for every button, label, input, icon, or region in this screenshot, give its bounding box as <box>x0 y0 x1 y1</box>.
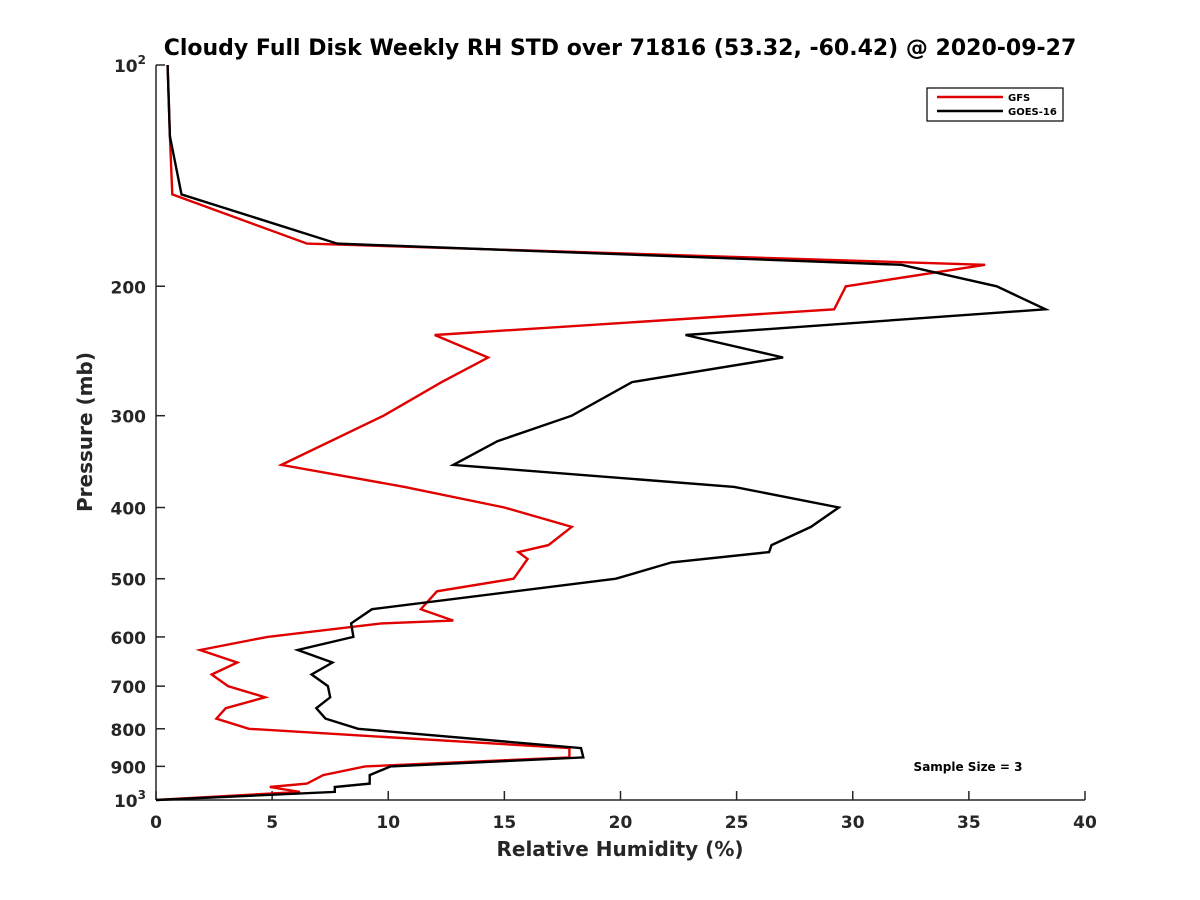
y-tick-label: 102 <box>114 53 146 77</box>
x-axis-label: Relative Humidity (%) <box>496 837 743 861</box>
x-tick-label: 0 <box>150 813 162 833</box>
y-tick-label: 400 <box>111 500 147 520</box>
y-tick-label: 600 <box>111 629 147 649</box>
legend-label: GOES-16 <box>1008 107 1057 118</box>
series-layer <box>155 64 1051 802</box>
legend-box <box>926 87 1064 122</box>
sample-size-annotation: Sample Size = 3 <box>914 760 1023 774</box>
x-tick-label: 15 <box>493 813 517 833</box>
series-line-gfs <box>155 64 986 802</box>
legend-label: GFS <box>1008 93 1030 104</box>
x-tick-label: 5 <box>266 813 278 833</box>
y-tick-label: 900 <box>111 758 147 778</box>
y-tick-label: 200 <box>111 278 147 298</box>
y-tick-label: 800 <box>111 721 147 741</box>
x-ticks: 0 5 10 15 20 25 30 35 40 <box>150 791 1097 833</box>
x-tick-label: 40 <box>1073 813 1097 833</box>
x-tick-label: 10 <box>376 813 400 833</box>
y-axis-label: Pressure (mb) <box>73 352 97 512</box>
x-tick-label: 20 <box>609 813 633 833</box>
y-tick-label: 700 <box>111 678 147 698</box>
y-tick-label: 500 <box>111 571 147 591</box>
plot-area: 0 5 10 15 20 25 30 35 40 102 200 300 400 500 600 700 80… <box>111 53 1097 833</box>
series-line-goes-16 <box>155 64 1051 802</box>
y-ticks: 102 200 300 400 500 600 700 800 900 103 <box>111 53 165 812</box>
x-tick-label: 35 <box>957 813 981 833</box>
x-tick-label: 25 <box>725 813 749 833</box>
y-tick-label: 300 <box>111 408 147 428</box>
x-tick-label: 30 <box>841 813 865 833</box>
legend: GFS GOES-16 <box>926 87 1064 122</box>
chart-title: Cloudy Full Disk Weekly RH STD over 7181… <box>164 36 1077 61</box>
legend-entries: GFS GOES-16 <box>937 93 1057 118</box>
y-tick-label: 103 <box>114 788 146 812</box>
